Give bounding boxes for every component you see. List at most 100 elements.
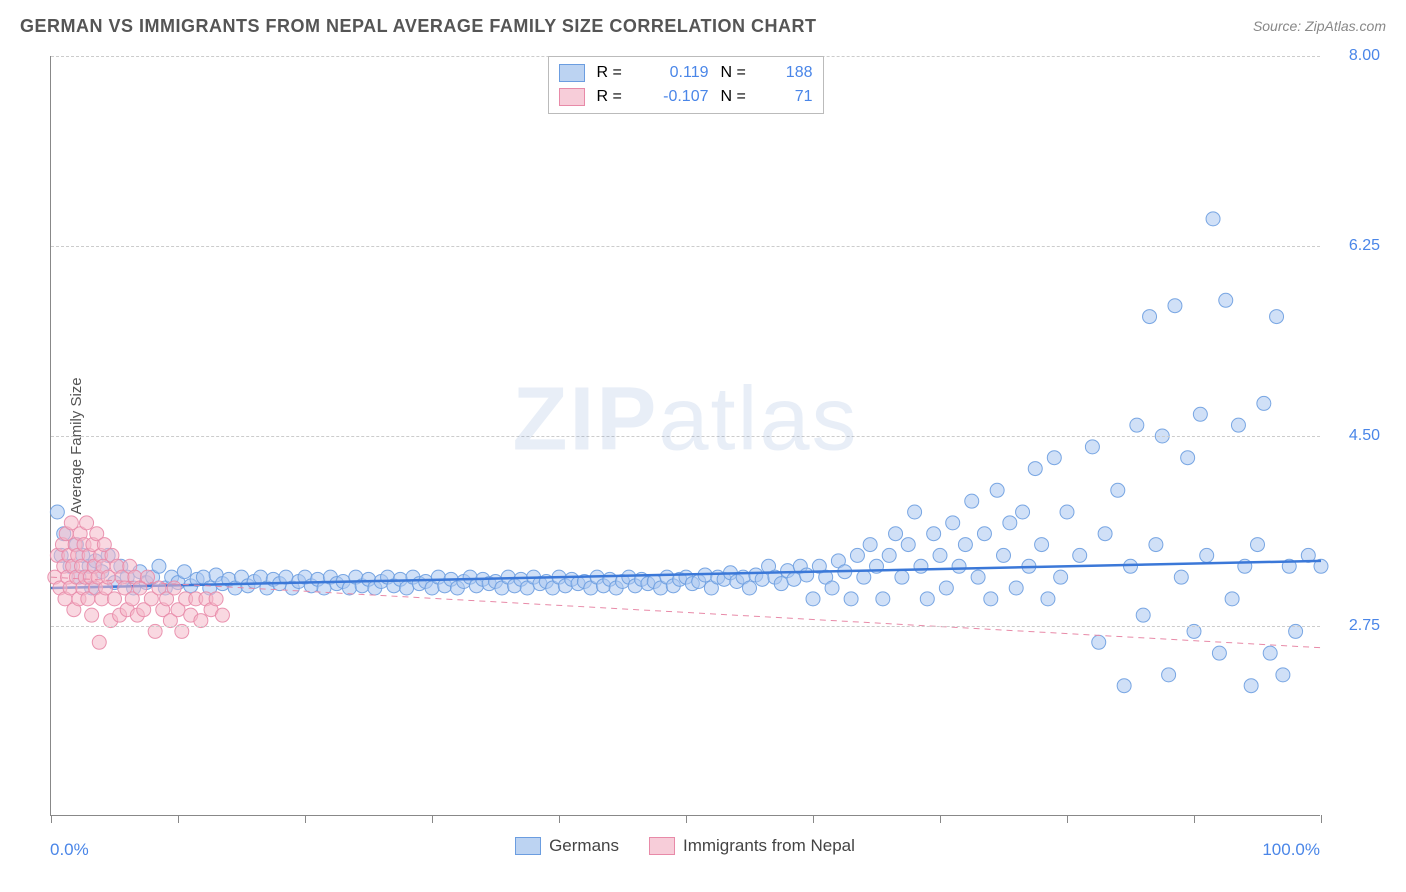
scatter-point-germans [1149, 538, 1163, 552]
scatter-point-germans [958, 538, 972, 552]
correlation-legend: R =0.119N =188R =-0.107N =71 [548, 56, 824, 114]
scatter-point-nepal [215, 608, 229, 622]
scatter-point-nepal [85, 608, 99, 622]
y-tick-label: 8.00 [1330, 47, 1380, 65]
scatter-point-germans [1181, 451, 1195, 465]
scatter-point-germans [1200, 548, 1214, 562]
regression-line-nepal [51, 577, 1321, 648]
scatter-point-germans [857, 570, 871, 584]
x-axis-labels: 0.0% 100.0% [50, 840, 1320, 870]
x-tick [1194, 815, 1195, 823]
scatter-point-germans [1162, 668, 1176, 682]
scatter-point-germans [990, 483, 1004, 497]
x-tick [1321, 815, 1322, 823]
grid-line [51, 246, 1320, 247]
scatter-point-germans [1212, 646, 1226, 660]
scatter-point-germans [1136, 608, 1150, 622]
scatter-point-germans [1028, 462, 1042, 476]
legend-r-label: R = [597, 64, 637, 82]
scatter-point-germans [1276, 668, 1290, 682]
scatter-point-nepal [92, 635, 106, 649]
scatter-point-germans [1060, 505, 1074, 519]
legend-swatch-icon [559, 64, 585, 82]
scatter-point-germans [876, 592, 890, 606]
scatter-point-germans [1035, 538, 1049, 552]
scatter-point-germans [952, 559, 966, 573]
scatter-point-germans [920, 592, 934, 606]
scatter-point-germans [152, 559, 166, 573]
legend-n-value: 71 [773, 88, 813, 106]
scatter-point-germans [1098, 527, 1112, 541]
scatter-point-germans [1041, 592, 1055, 606]
grid-line [51, 626, 1320, 627]
x-tick [1067, 815, 1068, 823]
scatter-point-germans [825, 581, 839, 595]
scatter-point-germans [1016, 505, 1030, 519]
scatter-point-germans [1219, 293, 1233, 307]
scatter-point-germans [908, 505, 922, 519]
scatter-point-germans [1054, 570, 1068, 584]
scatter-point-germans [1143, 310, 1157, 324]
scatter-point-nepal [108, 592, 122, 606]
scatter-point-germans [1085, 440, 1099, 454]
scatter-point-germans [1009, 581, 1023, 595]
x-axis-max-label: 100.0% [1262, 840, 1320, 860]
scatter-point-nepal [80, 516, 94, 530]
scatter-point-germans [50, 505, 64, 519]
legend-r-value: 0.119 [649, 64, 709, 82]
scatter-point-germans [177, 565, 191, 579]
scatter-point-germans [1092, 635, 1106, 649]
source-attribution: Source: ZipAtlas.com [1253, 18, 1386, 34]
scatter-point-germans [946, 516, 960, 530]
x-tick [305, 815, 306, 823]
scatter-point-germans [787, 572, 801, 586]
scatter-point-germans [850, 548, 864, 562]
legend-r-value: -0.107 [649, 88, 709, 106]
scatter-point-nepal [209, 592, 223, 606]
x-tick [432, 815, 433, 823]
scatter-point-germans [977, 527, 991, 541]
scatter-point-germans [927, 527, 941, 541]
scatter-point-germans [1193, 407, 1207, 421]
scatter-point-germans [914, 559, 928, 573]
legend-row-germans: R =0.119N =188 [559, 61, 813, 85]
scatter-point-germans [882, 548, 896, 562]
y-tick-label: 6.25 [1330, 237, 1380, 255]
scatter-point-germans [1174, 570, 1188, 584]
scatter-point-germans [743, 581, 757, 595]
chart-title: GERMAN VS IMMIGRANTS FROM NEPAL AVERAGE … [20, 16, 817, 37]
x-tick [813, 815, 814, 823]
scatter-point-germans [1073, 548, 1087, 562]
x-tick [51, 815, 52, 823]
x-tick [178, 815, 179, 823]
x-axis-min-label: 0.0% [50, 840, 89, 860]
scatter-point-germans [1257, 396, 1271, 410]
x-tick [686, 815, 687, 823]
scatter-point-germans [1231, 418, 1245, 432]
scatter-point-germans [1130, 418, 1144, 432]
x-tick [559, 815, 560, 823]
scatter-point-germans [933, 548, 947, 562]
scatter-point-germans [901, 538, 915, 552]
scatter-point-germans [984, 592, 998, 606]
legend-n-label: N = [721, 64, 761, 82]
legend-swatch-icon [559, 88, 585, 106]
x-tick [940, 815, 941, 823]
scatter-point-nepal [167, 581, 181, 595]
chart-header: GERMAN VS IMMIGRANTS FROM NEPAL AVERAGE … [0, 0, 1406, 46]
scatter-point-germans [1047, 451, 1061, 465]
scatter-point-germans [965, 494, 979, 508]
scatter-point-germans [895, 570, 909, 584]
legend-row-nepal: R =-0.107N =71 [559, 85, 813, 109]
y-tick-label: 2.75 [1330, 617, 1380, 635]
scatter-point-germans [755, 572, 769, 586]
scatter-point-germans [1263, 646, 1277, 660]
scatter-point-germans [1206, 212, 1220, 226]
y-tick-label: 4.50 [1330, 427, 1380, 445]
scatter-point-germans [1117, 679, 1131, 693]
scatter-point-germans [889, 527, 903, 541]
plot-area: R =0.119N =188R =-0.107N =71 ZIPatlas 2.… [50, 56, 1320, 816]
legend-r-label: R = [597, 88, 637, 106]
scatter-point-germans [806, 592, 820, 606]
scatter-point-germans [863, 538, 877, 552]
